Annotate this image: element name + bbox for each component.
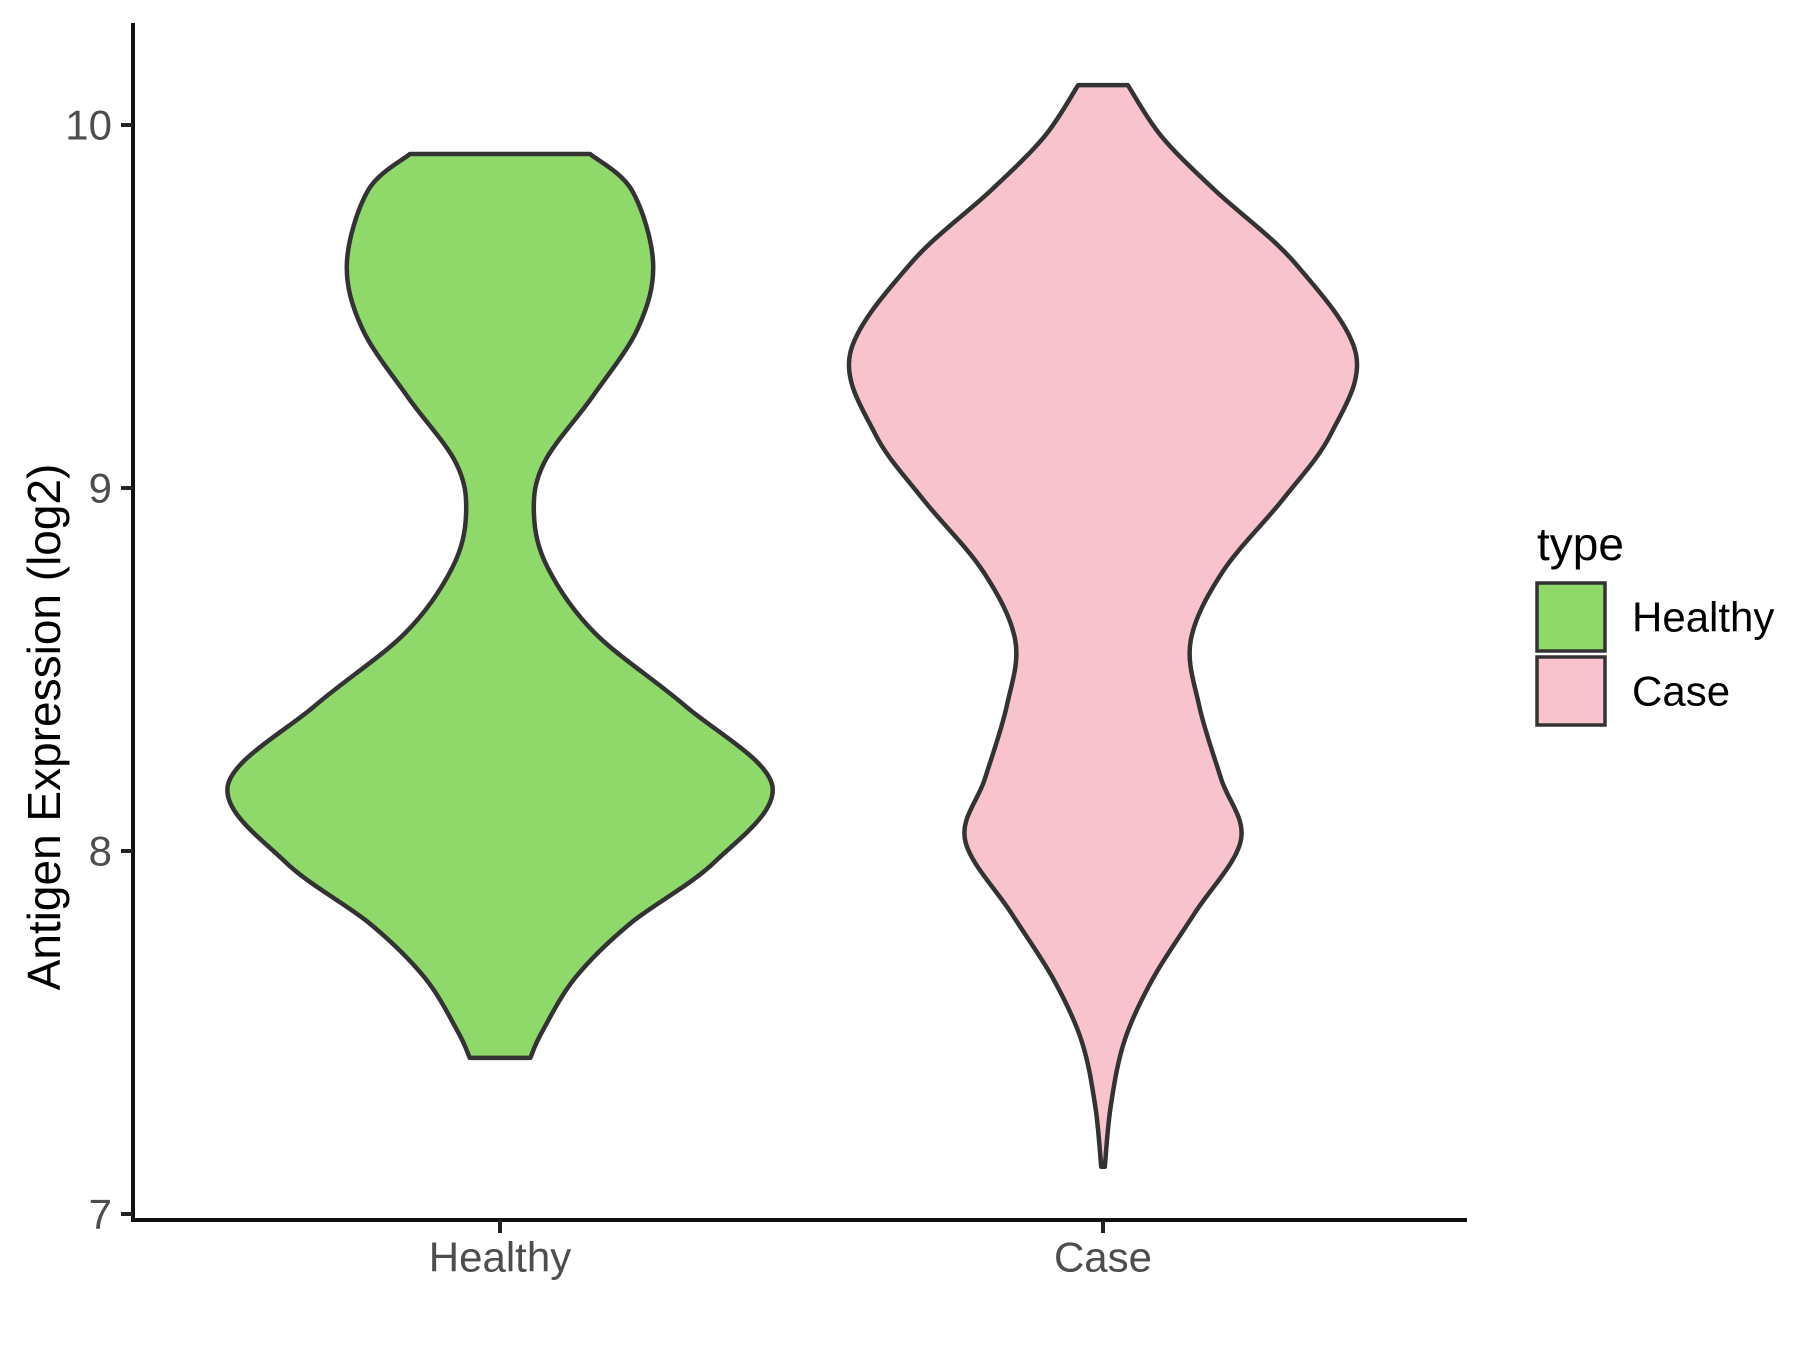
y-tick-label-9: 9: [89, 465, 112, 512]
y-axis-title: Antigen Expression (log2): [18, 464, 70, 991]
violins: [225, 82, 1360, 1170]
legend: Healthy Case: [1535, 581, 1774, 727]
axis-ticks: 7 8 9 10 Healthy Case: [65, 102, 1152, 1281]
x-tick-label-healthy: Healthy: [429, 1234, 571, 1281]
y-tick-label-10: 10: [65, 102, 112, 149]
legend-title: type: [1537, 518, 1624, 570]
violin-case: [846, 82, 1360, 1170]
y-tick-label-7: 7: [89, 1191, 112, 1238]
legend-label-healthy: Healthy: [1632, 594, 1774, 641]
y-tick-label-8: 8: [89, 828, 112, 875]
legend-key-case: [1535, 655, 1607, 727]
violin-healthy: [225, 151, 775, 1061]
legend-key-healthy: [1535, 581, 1607, 653]
legend-label-case: Case: [1632, 668, 1730, 715]
x-tick-label-case: Case: [1054, 1234, 1152, 1281]
